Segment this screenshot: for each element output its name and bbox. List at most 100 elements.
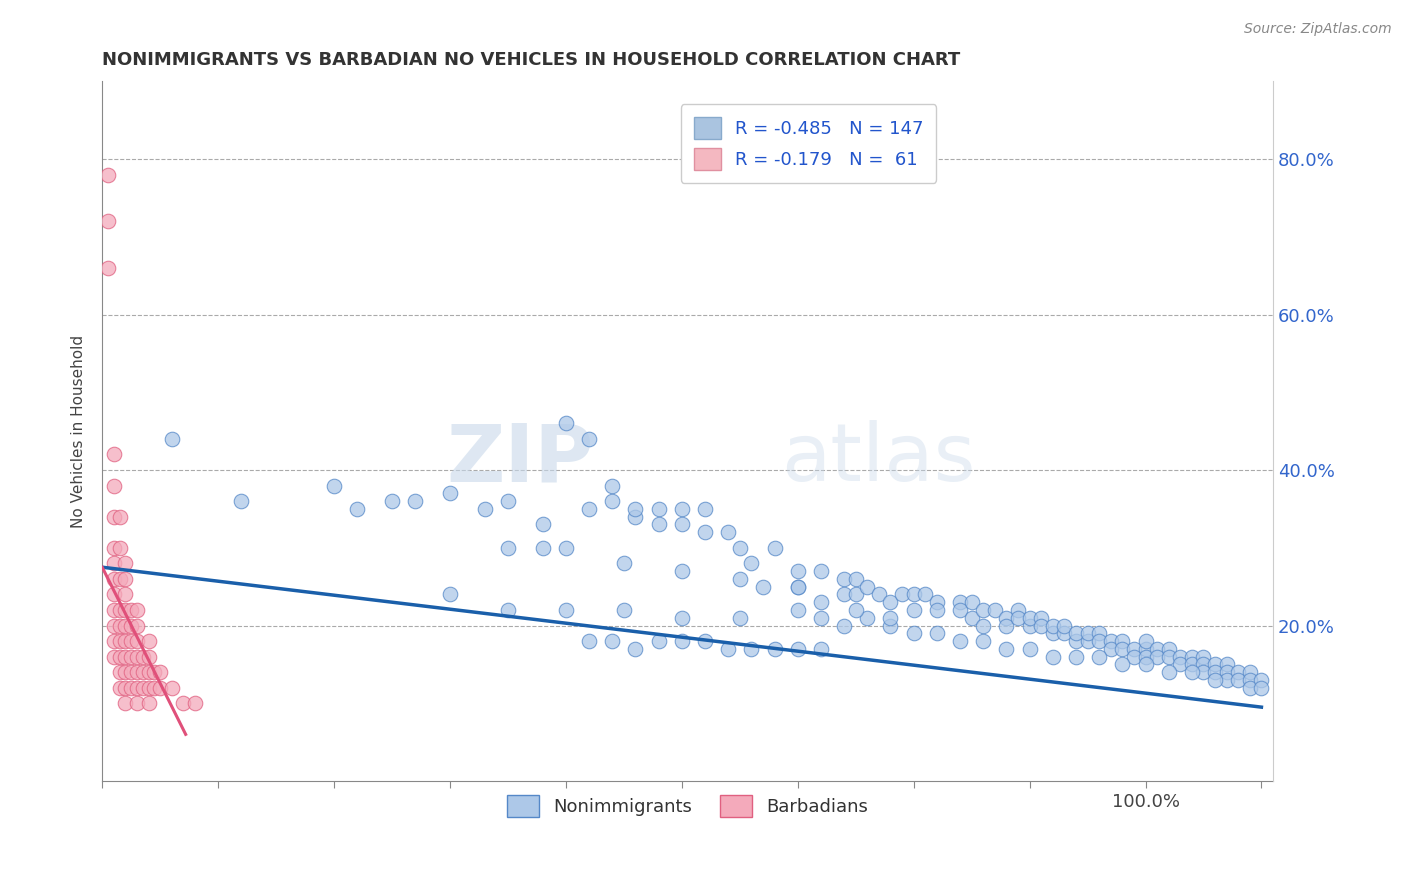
Point <box>1215 673 1237 687</box>
Point <box>1204 657 1226 672</box>
Point <box>624 509 647 524</box>
Point <box>143 681 166 695</box>
Point <box>120 634 142 648</box>
Point <box>647 634 669 648</box>
Point <box>1227 665 1250 680</box>
Point <box>740 641 762 656</box>
Point <box>114 696 136 710</box>
Point <box>149 665 172 680</box>
Point <box>439 587 461 601</box>
Text: atlas: atlas <box>782 420 976 498</box>
Point <box>108 634 131 648</box>
Point <box>578 634 600 648</box>
Point <box>949 634 972 648</box>
Point <box>671 634 693 648</box>
Point <box>879 618 901 632</box>
Point <box>600 494 623 508</box>
Point <box>108 618 131 632</box>
Point <box>903 587 925 601</box>
Point <box>138 696 160 710</box>
Point <box>728 572 751 586</box>
Point <box>554 417 576 431</box>
Point <box>845 603 868 617</box>
Point <box>693 502 716 516</box>
Point <box>1088 634 1111 648</box>
Point <box>1031 611 1053 625</box>
Point <box>671 564 693 578</box>
Point <box>1157 649 1180 664</box>
Point <box>949 603 972 617</box>
Point <box>1146 649 1168 664</box>
Point <box>1215 657 1237 672</box>
Point <box>693 525 716 540</box>
Point <box>1181 649 1204 664</box>
Point <box>531 517 554 532</box>
Point <box>103 478 125 492</box>
Point <box>1157 641 1180 656</box>
Point <box>960 595 983 609</box>
Point <box>1007 603 1029 617</box>
Point <box>763 541 786 555</box>
Point <box>114 618 136 632</box>
Point <box>103 603 125 617</box>
Point <box>1111 634 1133 648</box>
Point <box>647 517 669 532</box>
Point <box>1227 673 1250 687</box>
Point <box>120 665 142 680</box>
Point <box>868 587 890 601</box>
Point <box>138 649 160 664</box>
Point <box>323 478 346 492</box>
Point <box>114 587 136 601</box>
Point <box>496 541 519 555</box>
Point <box>1250 673 1272 687</box>
Point <box>960 611 983 625</box>
Point <box>903 603 925 617</box>
Text: NONIMMIGRANTS VS BARBADIAN NO VEHICLES IN HOUSEHOLD CORRELATION CHART: NONIMMIGRANTS VS BARBADIAN NO VEHICLES I… <box>103 51 960 69</box>
Point <box>496 494 519 508</box>
Point <box>1181 665 1204 680</box>
Point <box>1204 665 1226 680</box>
Point <box>1099 641 1122 656</box>
Point <box>786 641 808 656</box>
Point <box>108 572 131 586</box>
Point <box>786 580 808 594</box>
Point <box>600 478 623 492</box>
Point <box>103 572 125 586</box>
Point <box>693 634 716 648</box>
Point <box>108 665 131 680</box>
Point <box>1064 649 1087 664</box>
Point <box>856 580 879 594</box>
Point <box>120 681 142 695</box>
Point <box>108 681 131 695</box>
Point <box>1018 611 1040 625</box>
Y-axis label: No Vehicles in Household: No Vehicles in Household <box>72 334 86 528</box>
Point <box>1181 657 1204 672</box>
Point <box>125 603 148 617</box>
Point <box>949 595 972 609</box>
Point <box>1192 657 1215 672</box>
Point <box>1042 649 1064 664</box>
Point <box>1192 665 1215 680</box>
Point <box>120 649 142 664</box>
Point <box>1135 634 1157 648</box>
Point <box>381 494 404 508</box>
Point <box>1239 681 1261 695</box>
Point <box>740 557 762 571</box>
Point <box>1239 665 1261 680</box>
Point <box>972 618 994 632</box>
Point <box>125 618 148 632</box>
Point <box>1042 626 1064 640</box>
Point <box>120 618 142 632</box>
Point <box>613 557 636 571</box>
Point <box>1053 618 1076 632</box>
Point <box>891 587 914 601</box>
Point <box>856 611 879 625</box>
Point <box>1099 634 1122 648</box>
Point <box>925 626 948 640</box>
Point <box>103 448 125 462</box>
Point <box>1111 657 1133 672</box>
Point <box>120 603 142 617</box>
Point <box>763 641 786 656</box>
Point <box>1168 657 1191 672</box>
Point <box>103 634 125 648</box>
